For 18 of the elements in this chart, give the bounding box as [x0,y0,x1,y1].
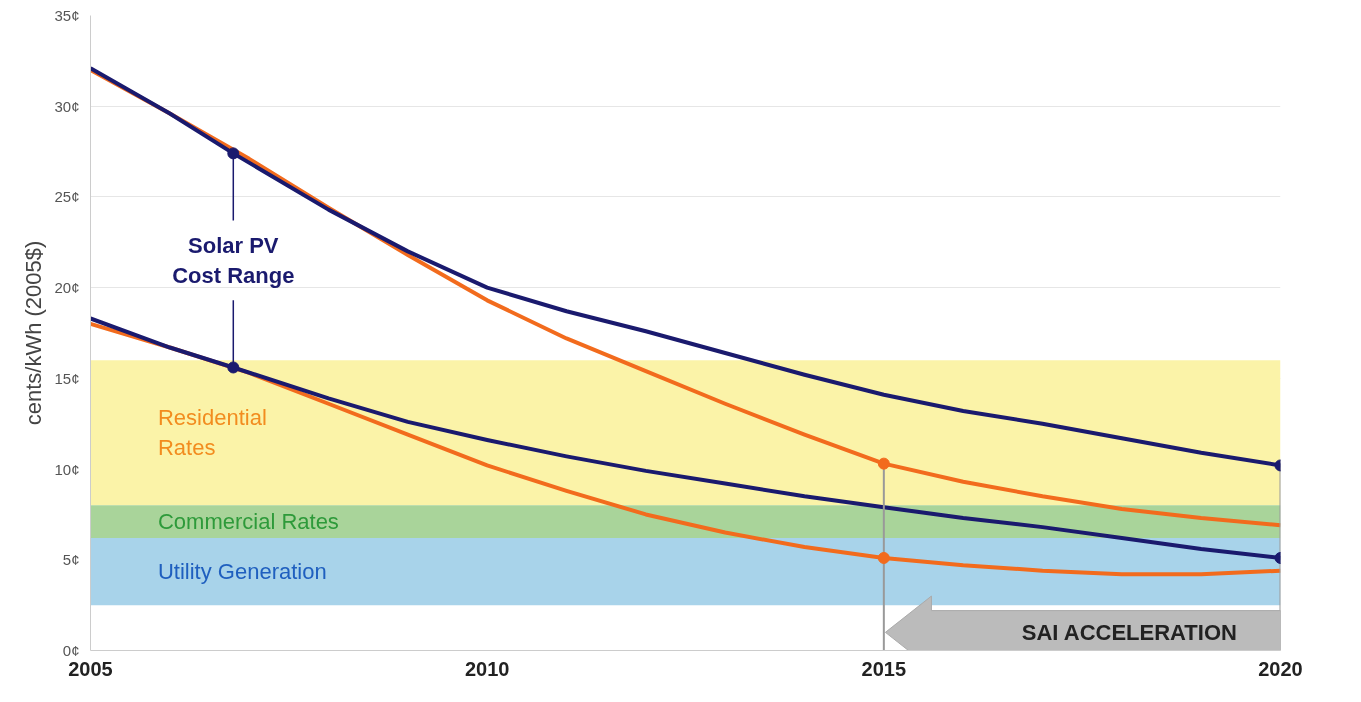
band-label: Utility Generation [157,559,327,585]
y-tick-label: 15¢ [54,369,80,387]
band-label: Residential Rates [157,405,267,461]
band-label: Commercial Rates [157,509,339,535]
x-tick-label: 2020 [1258,657,1303,680]
x-tick-label: 2005 [68,657,113,680]
y-tick-label: 25¢ [54,188,80,206]
y-tick-label: 20¢ [54,279,80,297]
annotation: Solar PV Cost Range [172,232,295,288]
y-tick-label: 5¢ [62,551,80,569]
y-axis-title: cents/kWh (2005$) [21,240,47,426]
y-tick-label: 35¢ [54,7,80,24]
x-tick-label: 2015 [861,657,907,680]
y-tick-label: 10¢ [54,460,80,478]
y-tick-label: 0¢ [62,642,80,659]
x-tick-label: 2010 [464,657,510,680]
y-tick-label: 30¢ [54,97,80,115]
annotation: SAI ACCELERATION [1021,619,1237,645]
